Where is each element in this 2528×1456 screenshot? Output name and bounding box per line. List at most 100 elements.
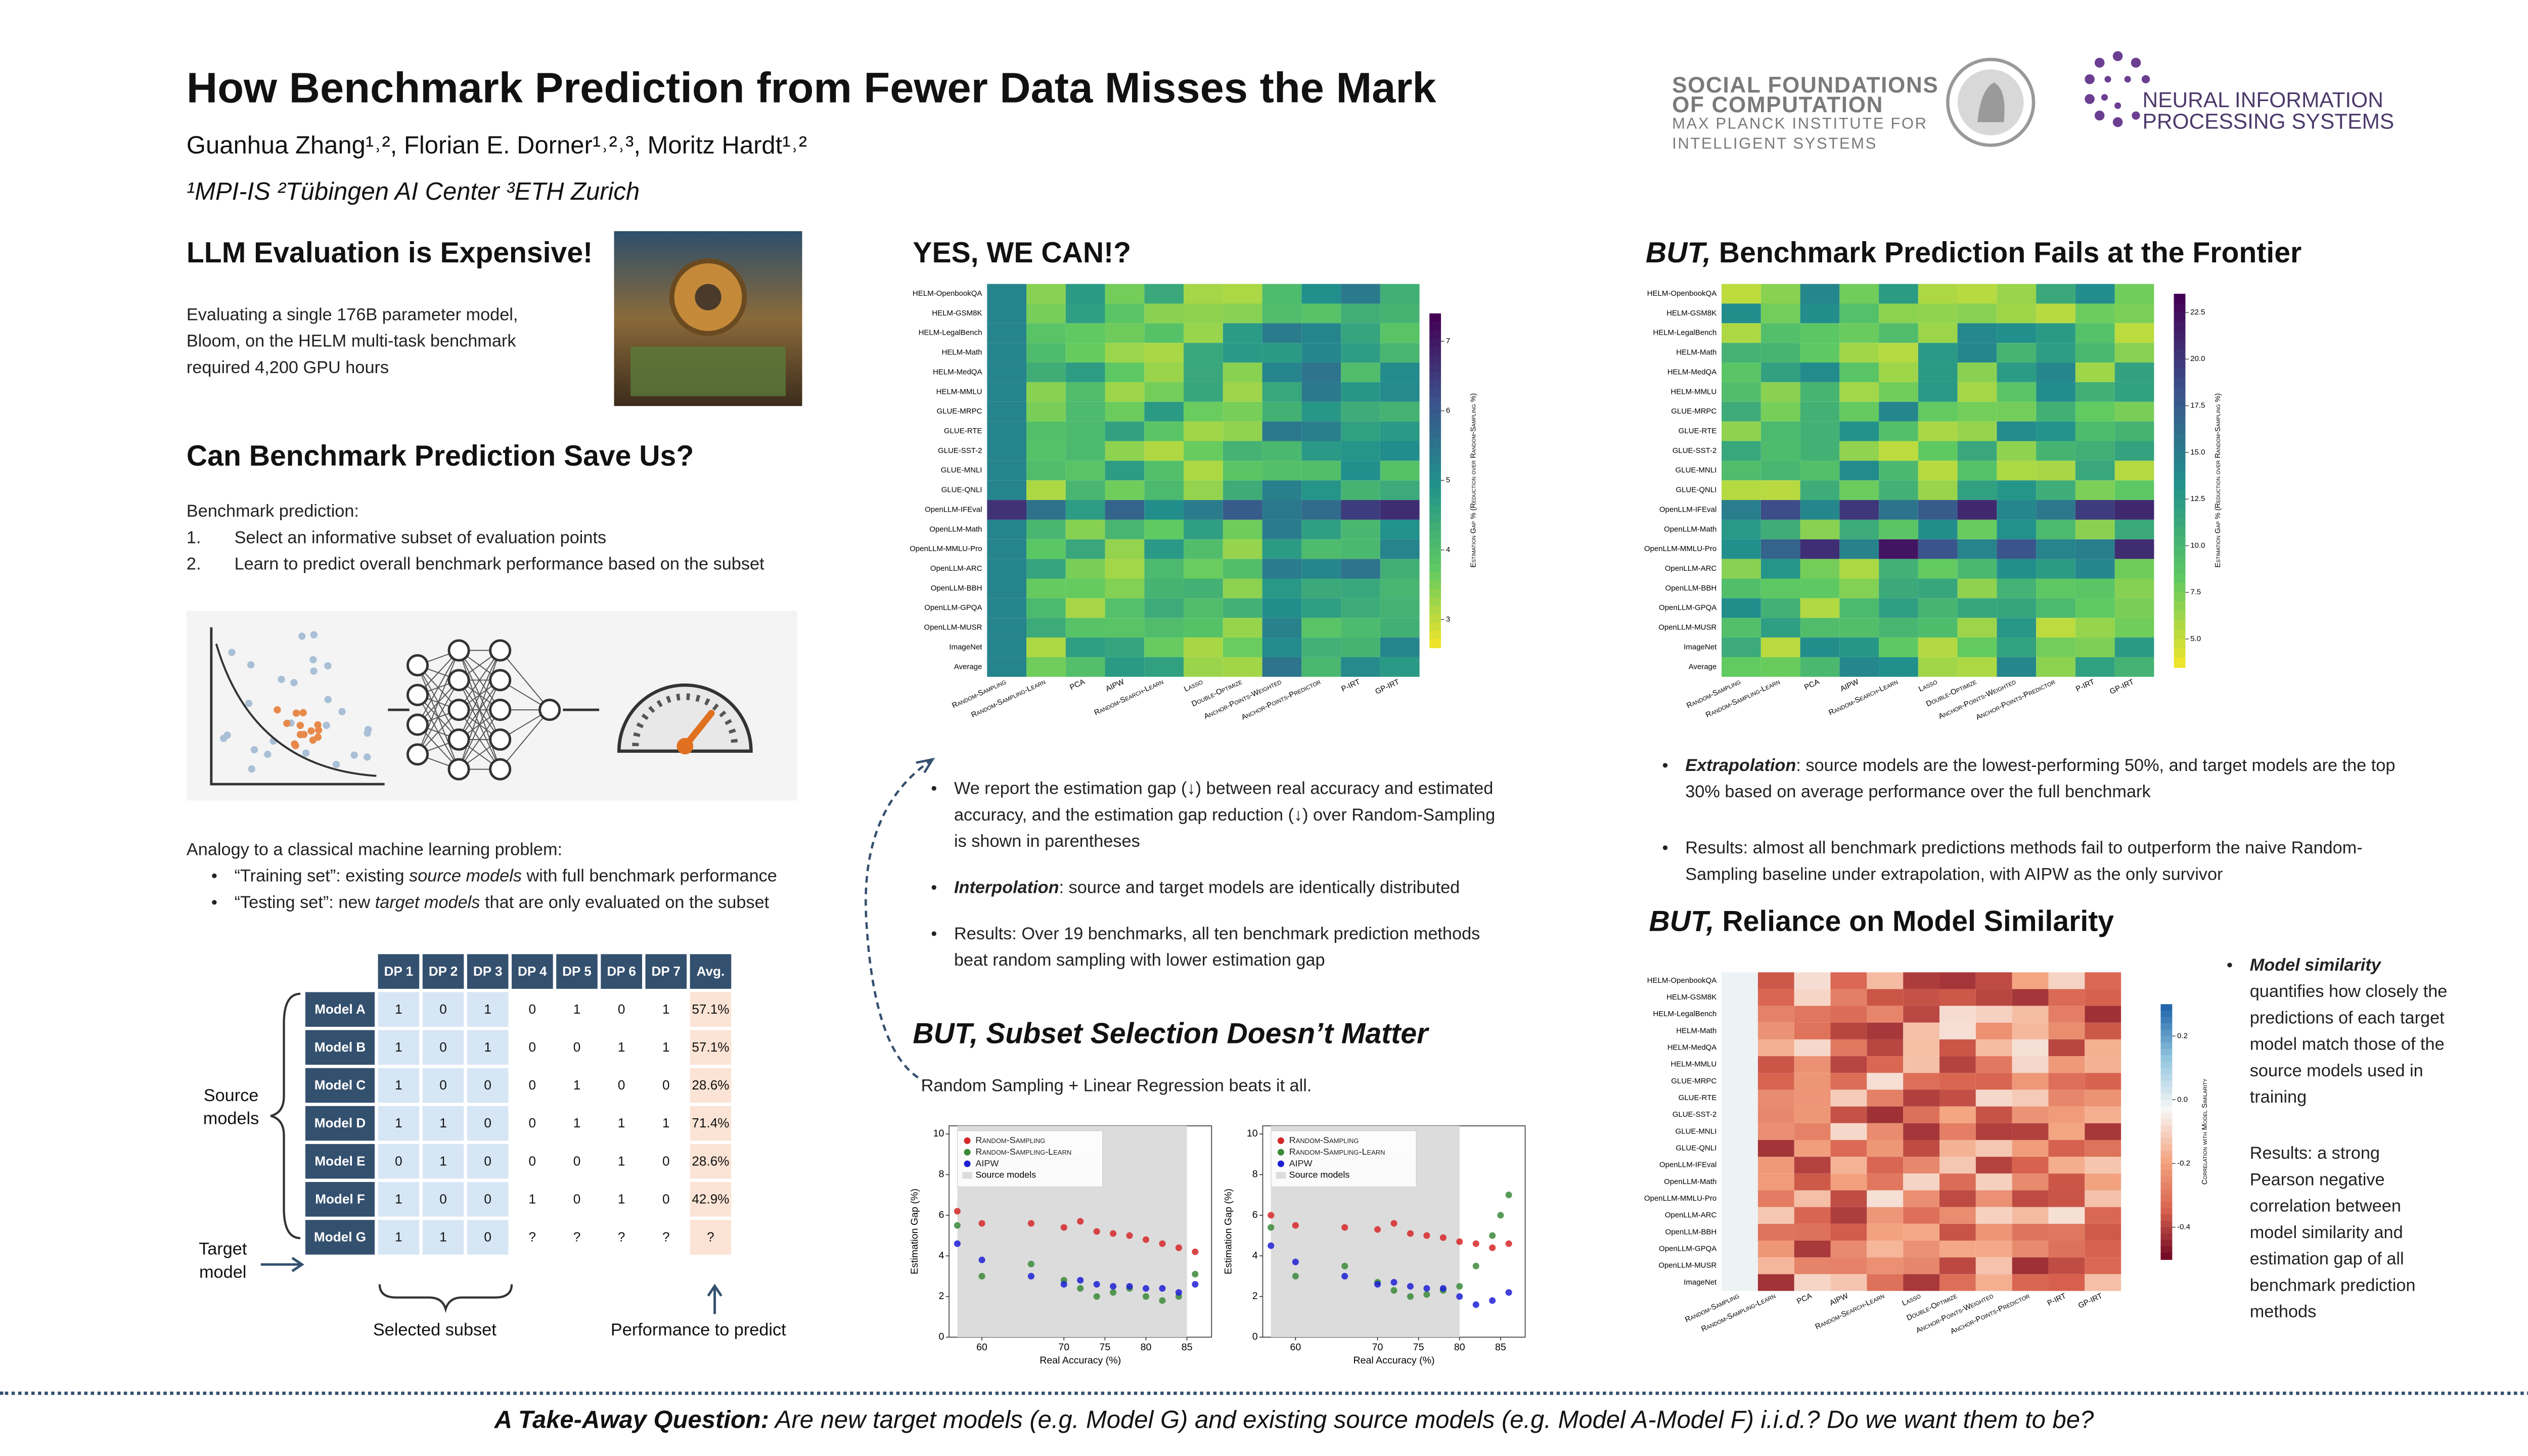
heatmap-cell	[1957, 598, 1997, 618]
x-axis-label: Real Accuracy (%)	[1353, 1355, 1435, 1366]
heatmap-cell	[1939, 989, 1976, 1006]
heatmap-cell	[1301, 539, 1341, 559]
heatmap-cell	[2048, 1157, 2085, 1174]
heatmap-cell	[1341, 657, 1380, 677]
heatmap-cell	[1184, 343, 1223, 363]
heatmap-cell	[1903, 1173, 1939, 1191]
row-header: Model F	[305, 1181, 375, 1217]
colorbar-step	[1429, 622, 1441, 632]
legend-swatch	[1277, 1149, 1284, 1156]
colorbar-step	[2160, 1240, 2173, 1247]
dot	[2124, 76, 2131, 83]
heatmap-cell	[1867, 1123, 1904, 1140]
heatmap-cell	[1830, 989, 1867, 1006]
heatmap-cell	[1800, 401, 1840, 422]
logo-text: INTELLIGENT SYSTEMS	[1672, 135, 1877, 154]
nn-node	[406, 654, 429, 676]
bullet: “Training set”: existing source models w…	[211, 863, 847, 890]
colorbar-step	[2174, 387, 2186, 397]
heatmap-cell	[1380, 638, 1420, 657]
heatmap-cell	[1341, 343, 1380, 363]
heatmap-cell	[1184, 480, 1223, 500]
legend-label: Source models	[975, 1170, 1036, 1180]
neural-net	[406, 639, 561, 781]
text: : source and target models are identical…	[1059, 878, 1460, 898]
table-row: Model B 1 0 1 0 0 1 1 57.1%	[305, 1030, 732, 1065]
column-label: PCA	[1803, 677, 1821, 692]
data-point	[1060, 1224, 1067, 1231]
heatmap-cell	[1301, 461, 1341, 481]
heatmap-cell	[1144, 343, 1184, 363]
colorbar-label: 6	[1446, 406, 1450, 415]
heatmap-cell	[1794, 1073, 1831, 1090]
colorbar-step	[2160, 1163, 2173, 1171]
emblem-ring	[1946, 58, 2036, 147]
heatmap-cell	[1105, 519, 1145, 539]
colorbar-step	[2160, 1029, 2173, 1037]
data-point	[1292, 1222, 1299, 1229]
colorbar-step	[2160, 1214, 2173, 1222]
diagram-dot	[245, 700, 253, 707]
heatmap-cell	[2012, 1123, 2049, 1140]
row-label: HELM-MMLU	[936, 387, 982, 396]
heatmap-cell	[1184, 578, 1223, 599]
heatmap-cell	[1026, 284, 1066, 304]
heatmap-cell	[1975, 1073, 2012, 1090]
corner	[305, 954, 375, 989]
heatmap-cell	[1957, 323, 1997, 343]
bullet: “Testing set”: new target models that ar…	[211, 890, 847, 916]
colorbar-step	[2174, 536, 2186, 547]
table-cell: 0	[467, 1068, 509, 1103]
heatmap-cell	[2012, 1157, 2049, 1174]
heatmap-cell	[2012, 1140, 2049, 1157]
heatmap-cell	[1144, 284, 1184, 304]
table-cell: 42.9%	[690, 1181, 732, 1217]
data-point	[1489, 1244, 1496, 1251]
heatmap-cell	[1184, 421, 1223, 441]
heatmap-cell	[2085, 1039, 2121, 1057]
heatmap-cell	[1184, 362, 1223, 382]
heatmap-cell	[1997, 323, 2037, 343]
table-cell: 1	[645, 1030, 687, 1065]
data-point	[1126, 1232, 1133, 1239]
heatmap-cell	[2114, 480, 2154, 500]
column-header: DP 2	[422, 954, 464, 989]
heatmap-cell	[1830, 1106, 1867, 1123]
heatmap-cell	[1757, 1190, 1794, 1207]
table-cell: 1	[601, 1144, 642, 1179]
heatmap-cell	[1867, 1157, 1904, 1174]
y-tick-label: 10	[1247, 1128, 1258, 1139]
heatmap-cell	[1800, 559, 1840, 579]
row-label: HELM-MedQA	[1667, 1043, 1717, 1052]
heatmap-cell	[1026, 343, 1066, 363]
heatmap-cell	[1105, 559, 1145, 579]
heatmap-cell	[1722, 323, 1761, 343]
data-point	[1472, 1240, 1479, 1247]
heatmap-cell	[1800, 421, 1840, 441]
heatmap-cell	[2036, 441, 2075, 461]
heatmap-cell	[2012, 1106, 2049, 1123]
dot	[2101, 94, 2108, 101]
heatmap-cell	[1722, 461, 1761, 481]
heatmap-cell	[2036, 578, 2075, 599]
row-header: Model A	[305, 992, 375, 1027]
table-cell: 0	[601, 1068, 642, 1103]
heatmap-cell	[1997, 382, 2037, 402]
colorbar-step	[2174, 405, 2186, 416]
heatmap-cell	[2048, 1106, 2085, 1123]
heatmap-cell	[1879, 382, 1918, 402]
heatmap-cell	[1975, 972, 2012, 989]
table-cell: 0	[645, 1144, 687, 1179]
heatmap-cell	[2075, 303, 2115, 324]
table-cell: ?	[601, 1220, 642, 1255]
heatmap-cell	[1105, 382, 1145, 402]
heatmap-cell	[1879, 284, 1918, 304]
heatmap-cell	[1997, 559, 2037, 579]
data-point	[1423, 1291, 1430, 1298]
heatmap-cell	[2036, 323, 2075, 343]
heatmap-cell	[1065, 401, 1105, 422]
heatmap-cell	[2036, 500, 2075, 520]
table-cell: 0	[467, 1220, 509, 1255]
heatmap-cell	[2036, 382, 2075, 402]
